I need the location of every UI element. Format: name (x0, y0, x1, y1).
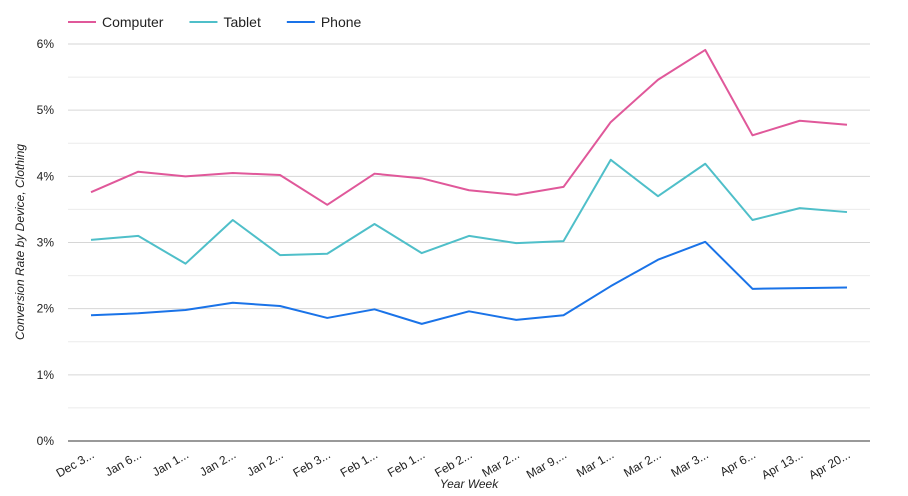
x-tick-label: Jan 2... (244, 447, 285, 479)
y-tick-label: 5% (37, 103, 55, 117)
y-tick-label: 1% (37, 368, 55, 382)
y-axis-title: Conversion Rate by Device, Clothing (13, 144, 27, 340)
legend-label: Phone (321, 14, 362, 30)
series-line (90, 240, 848, 325)
x-tick-label: Jan 2... (197, 447, 238, 479)
x-tick-label: Feb 1... (338, 447, 380, 479)
x-tick-label: Apr 6... (717, 447, 758, 478)
series-line (90, 48, 848, 206)
x-axis-title: Year Week (440, 477, 499, 491)
x-tick-label: Jan 1... (150, 447, 191, 479)
y-tick-label: 2% (37, 302, 55, 316)
x-tick-label: Feb 2... (432, 447, 474, 479)
x-tick-label: Mar 9,... (524, 447, 569, 481)
series-line (90, 158, 848, 265)
y-tick-label: 0% (37, 434, 55, 448)
y-tick-label: 3% (37, 236, 55, 250)
x-tick-label: Mar 1... (574, 447, 616, 479)
legend-label: Computer (102, 14, 164, 30)
x-tick-label: Feb 1... (385, 447, 427, 479)
x-tick-label: Apr 20... (806, 447, 852, 482)
y-tick-label: 6% (37, 37, 55, 51)
y-tick-label: 4% (37, 169, 55, 183)
x-tick-label: Dec 3... (54, 447, 97, 480)
x-tick-label: Feb 3... (291, 447, 333, 479)
x-tick-label: Mar 3... (669, 447, 711, 479)
x-tick-label: Apr 13... (759, 447, 805, 482)
x-tick-label: Mar 2... (480, 447, 522, 479)
legend-label: Tablet (223, 14, 260, 30)
x-tick-label: Mar 2... (621, 447, 663, 479)
x-tick-label: Jan 6... (103, 447, 144, 479)
